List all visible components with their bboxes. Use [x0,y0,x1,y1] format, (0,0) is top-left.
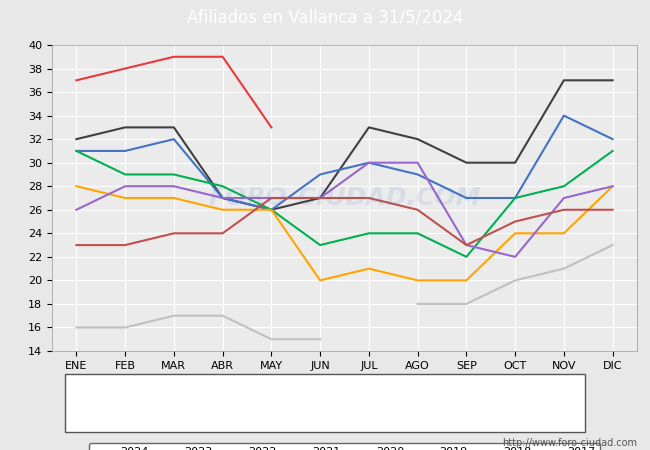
Legend: 2024, 2023, 2022, 2021, 2020, 2019, 2018, 2017: 2024, 2023, 2022, 2021, 2020, 2019, 2018… [89,443,600,450]
Text: FORO-CIUDAD.COM: FORO-CIUDAD.COM [208,186,481,210]
Text: http://www.foro-ciudad.com: http://www.foro-ciudad.com [502,438,637,448]
FancyBboxPatch shape [65,374,585,432]
Text: Afiliados en Vallanca a 31/5/2024: Afiliados en Vallanca a 31/5/2024 [187,9,463,27]
